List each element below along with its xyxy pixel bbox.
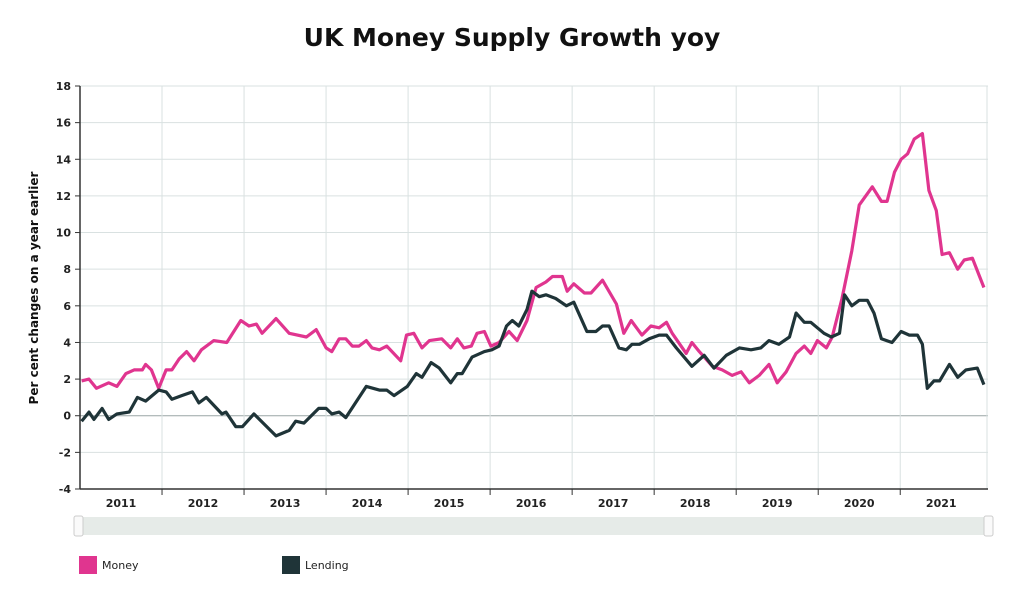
- y-tick-label: 6: [63, 300, 71, 313]
- x-tick-label: 2017: [598, 497, 629, 510]
- grid: [80, 85, 988, 490]
- y-tick-label: 14: [56, 153, 72, 166]
- y-tick-label: 2: [63, 373, 71, 386]
- series-line-lending: [80, 289, 986, 438]
- y-tick-label: 18: [56, 80, 71, 93]
- scrollbar-left-handle[interactable]: [73, 515, 84, 537]
- scrollbar-track[interactable]: [78, 517, 988, 535]
- y-tick-label: 10: [56, 227, 72, 240]
- y-tick-label: -4: [59, 483, 72, 496]
- y-axis-label: Per cent changes on a year earlier: [27, 171, 41, 404]
- x-tick-label: 2019: [762, 497, 793, 510]
- y-tick-label: 12: [56, 190, 71, 203]
- x-tick-label: 2011: [106, 497, 137, 510]
- y-tick-label: 8: [63, 263, 71, 276]
- y-tick-label: 4: [63, 336, 71, 349]
- legend-label-money: Money: [102, 559, 139, 572]
- x-tick-label: 2014: [352, 497, 383, 510]
- x-tick-label: 2015: [434, 497, 465, 510]
- legend-label-lending: Lending: [305, 559, 349, 572]
- x-tick-label: 2018: [680, 497, 711, 510]
- y-tick-label: 16: [56, 117, 72, 130]
- series-lines: [80, 132, 986, 438]
- legend-swatch-lending: [282, 556, 300, 574]
- x-axis: 2011 2012 2013 2014 2015 2016 2017 2018 2019 2020…: [80, 488, 988, 510]
- range-scrollbar[interactable]: [73, 515, 994, 537]
- y-tick-label: -2: [59, 446, 71, 459]
- legend-item-money[interactable]: Money: [79, 556, 139, 574]
- legend-item-lending[interactable]: Lending: [282, 556, 349, 574]
- legend: Money Lending: [79, 556, 349, 574]
- x-tick-label: 2013: [270, 497, 301, 510]
- scrollbar-right-handle[interactable]: [983, 515, 994, 537]
- chart-title: UK Money Supply Growth yoy: [304, 23, 721, 52]
- y-tick-label: 0: [63, 410, 71, 423]
- x-tick-label: 2012: [188, 497, 219, 510]
- x-tick-label: 2020: [844, 497, 875, 510]
- series-line-money: [81, 132, 986, 390]
- legend-swatch-money: [79, 556, 97, 574]
- x-tick-label: 2016: [516, 497, 547, 510]
- x-tick-label: 2021: [926, 497, 957, 510]
- y-axis: -4 -2 0 2 4 6 8 10 12 14 16 18: [56, 80, 81, 496]
